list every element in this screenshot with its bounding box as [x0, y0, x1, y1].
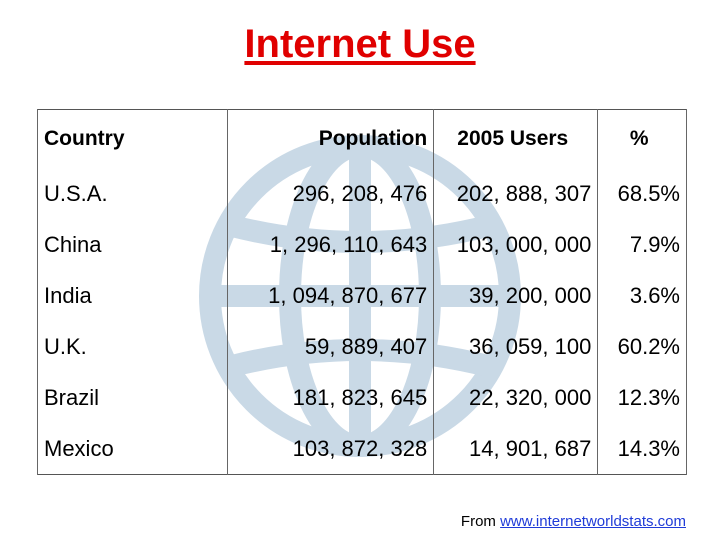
table-header-row: Country Population 2005 Users % [36, 109, 687, 168]
cell-percent: 68.5% [597, 168, 687, 219]
source-link[interactable]: www.internetworldstats.com [500, 513, 686, 530]
slide-title: Internet Use [244, 22, 476, 66]
cell-country: Mexico [36, 423, 229, 475]
cell-users: 14, 901, 687 [433, 423, 599, 475]
table-row: U.K. 59, 889, 407 36, 059, 100 60.2% [36, 321, 687, 372]
cell-percent: 3.6% [597, 270, 687, 321]
cell-population: 59, 889, 407 [227, 321, 435, 372]
table-row: Mexico 103, 872, 328 14, 901, 687 14.3% [36, 423, 687, 475]
cell-percent: 7.9% [597, 219, 687, 270]
cell-population: 1, 296, 110, 643 [227, 219, 435, 270]
cell-users: 103, 000, 000 [433, 219, 599, 270]
cell-population: 296, 208, 476 [227, 168, 435, 219]
table-row: India 1, 094, 870, 677 39, 200, 000 3.6% [36, 270, 687, 321]
cell-country: U.S.A. [36, 168, 229, 219]
header-users: 2005 Users [433, 109, 599, 168]
internet-use-table: Country Population 2005 Users % U.S.A. 2… [36, 109, 687, 475]
cell-percent: 60.2% [597, 321, 687, 372]
table-row: Brazil 181, 823, 645 22, 320, 000 12.3% [36, 372, 687, 423]
table-row: China 1, 296, 110, 643 103, 000, 000 7.9… [36, 219, 687, 270]
source-note: From www.internetworldstats.com [461, 513, 686, 530]
header-percent: % [597, 109, 687, 168]
cell-population: 181, 823, 645 [227, 372, 435, 423]
header-population: Population [227, 109, 435, 168]
cell-country: India [36, 270, 229, 321]
cell-country: Brazil [36, 372, 229, 423]
cell-percent: 12.3% [597, 372, 687, 423]
cell-users: 39, 200, 000 [433, 270, 599, 321]
source-prefix: From [460, 513, 501, 530]
cell-country: China [36, 219, 229, 270]
header-country: Country [36, 109, 229, 168]
cell-percent: 14.3% [597, 423, 687, 475]
cell-users: 22, 320, 000 [433, 372, 599, 423]
cell-population: 1, 094, 870, 677 [227, 270, 435, 321]
cell-users: 202, 888, 307 [433, 168, 599, 219]
cell-population: 103, 872, 328 [227, 423, 435, 475]
cell-country: U.K. [36, 321, 229, 372]
cell-users: 36, 059, 100 [433, 321, 599, 372]
table-row: U.S.A. 296, 208, 476 202, 888, 307 68.5% [36, 168, 687, 219]
